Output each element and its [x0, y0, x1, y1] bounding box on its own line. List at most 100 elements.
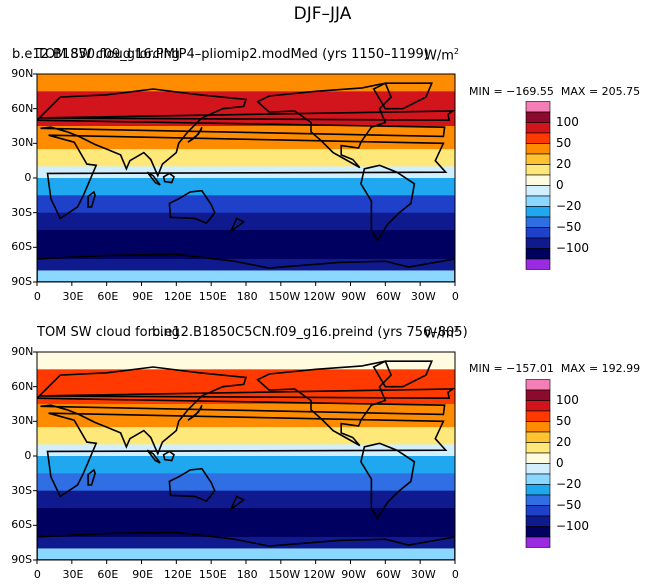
bottom-xtick-label: 0 — [33, 568, 41, 581]
bottom-xtick-label: 180 — [236, 568, 258, 581]
top-ytick-label: 30N — [11, 136, 34, 150]
bottom-xtick-label: 120E — [163, 568, 192, 581]
bottom-colorbar-label: −50 — [556, 497, 582, 512]
top-colorbar-box-0 — [525, 111, 551, 123]
top-colorbar-box-9 — [525, 206, 551, 218]
top-colorbar-label: 100 — [556, 114, 579, 129]
bottom-xtick-label: 0 — [451, 568, 459, 581]
top-band-10 — [37, 270, 455, 282]
top-coastline-9 — [187, 126, 203, 143]
top-coastline-0 — [46, 134, 448, 220]
top-map-group — [37, 74, 455, 282]
top-colorbar-box-5 — [525, 164, 551, 176]
bottom-band-5 — [37, 456, 455, 474]
top-colorbar-box-10 — [525, 216, 551, 228]
top-colorbar-top-end — [525, 101, 551, 113]
bottom-xtick-label: 150W — [268, 568, 301, 581]
bottom-coastline-0 — [46, 412, 448, 498]
top-coastline-1 — [37, 88, 446, 178]
top-band-7 — [37, 212, 455, 231]
bottom-colorbar-box-1 — [525, 400, 551, 412]
bottom-colorbar-box-6 — [525, 452, 551, 464]
top-colorbar-label: −50 — [556, 219, 582, 234]
bottom-coastline-2 — [168, 467, 216, 503]
bottom-ytick-label: 30N — [11, 414, 34, 428]
bottom-coastline-5 — [372, 360, 434, 388]
bottom-panel-left-title-overlap: TOM SW cloud forcing — [37, 325, 180, 340]
bottom-ytick-label: 60N — [11, 379, 34, 393]
bottom-colorbar-box-13 — [525, 526, 551, 538]
figure-title: DJF–JJA — [293, 4, 352, 24]
top-ytick-label: 90S — [11, 275, 33, 288]
bottom-xtick-label: 30E — [62, 568, 84, 581]
top-band-3 — [37, 149, 455, 167]
bottom-colorbar-label: −20 — [556, 476, 582, 491]
bottom-colorbar-box-7 — [525, 463, 551, 475]
bottom-band-10 — [37, 548, 455, 560]
top-colorbar-label: −100 — [556, 240, 589, 255]
bottom-colorbar — [525, 379, 551, 548]
top-colorbar-bottom-end — [525, 258, 551, 270]
bottom-panel-left-title: b.e12.B1850C5CN.f09_g16.preind (yrs 756–… — [152, 325, 468, 340]
bottom-colorbar-box-4 — [525, 431, 551, 443]
top-ytick-label: 30S — [11, 205, 33, 219]
top-coastline-4 — [360, 164, 416, 242]
top-xtick-label: 0 — [33, 290, 41, 303]
top-coastline-10 — [87, 190, 96, 208]
bottom-colorbar-label: 0 — [556, 455, 564, 470]
top-band-5 — [37, 178, 455, 196]
bottom-panel-units: W/m2 — [424, 325, 459, 342]
top-coastline-7 — [162, 172, 175, 184]
top-xtick-label: 180 — [236, 290, 258, 303]
top-colorbar-box-7 — [525, 185, 551, 197]
top-coastline-12 — [228, 217, 246, 234]
bottom-coastline-12 — [228, 495, 246, 512]
bottom-colorbar-label: −100 — [556, 518, 589, 533]
bottom-colorbar-box-2 — [525, 410, 551, 422]
bottom-band-0 — [37, 352, 455, 370]
top-coastline-11 — [39, 110, 455, 122]
top-xtick-label: 90W — [341, 290, 367, 303]
top-ytick-label: 90N — [11, 67, 34, 80]
top-band-9 — [37, 258, 455, 271]
top-colorbar-label: 0 — [556, 177, 564, 192]
top-colorbar-box-8 — [525, 195, 551, 207]
top-colorbar — [525, 101, 551, 270]
top-coastline-6 — [37, 253, 455, 282]
bottom-coastline-3 — [256, 360, 393, 447]
bottom-xtick-label: 90E — [132, 568, 154, 581]
bottom-coastline-9 — [187, 404, 203, 421]
top-xtick-label: 30W — [410, 290, 436, 303]
bottom-xtick-label: 150E — [198, 568, 227, 581]
top-coastline-5 — [372, 82, 434, 110]
bottom-map-group — [37, 352, 455, 560]
top-colorbar-box-3 — [525, 143, 551, 155]
top-ytick-label: 60S — [11, 240, 33, 254]
bottom-coastline-1 — [37, 366, 446, 456]
top-colorbar-box-11 — [525, 227, 551, 239]
bottom-xtick-label: 120W — [303, 568, 336, 581]
bottom-band-9 — [37, 536, 455, 549]
bottom-coastline-4 — [360, 442, 416, 520]
top-ytick-label: 0 — [24, 171, 32, 184]
top-xtick-label: 90E — [132, 290, 154, 303]
bottom-coastline-8 — [146, 449, 161, 464]
top-colorbar-box-4 — [525, 153, 551, 165]
bottom-colorbar-box-12 — [525, 515, 551, 527]
bottom-band-3 — [37, 427, 455, 445]
top-panel-units: W/m2 — [424, 47, 459, 64]
top-xtick-label: 0 — [451, 290, 459, 303]
bottom-colorbar-top-end — [525, 379, 551, 391]
bottom-band-2 — [37, 404, 455, 428]
bottom-ytick-label: 60S — [11, 518, 33, 532]
top-colorbar-box-12 — [525, 237, 551, 249]
bottom-colorbar-box-9 — [525, 484, 551, 496]
bottom-ytick-label: 90S — [11, 553, 33, 566]
top-coastline-3 — [256, 82, 393, 169]
bottom-xtick-label: 60W — [376, 568, 401, 581]
bottom-colorbar-bottom-end — [525, 536, 551, 548]
bottom-xtick-label: 30W — [410, 568, 436, 581]
top-xtick-label: 150E — [198, 290, 227, 303]
top-xtick-label: 60W — [376, 290, 401, 303]
top-band-8 — [37, 230, 455, 260]
